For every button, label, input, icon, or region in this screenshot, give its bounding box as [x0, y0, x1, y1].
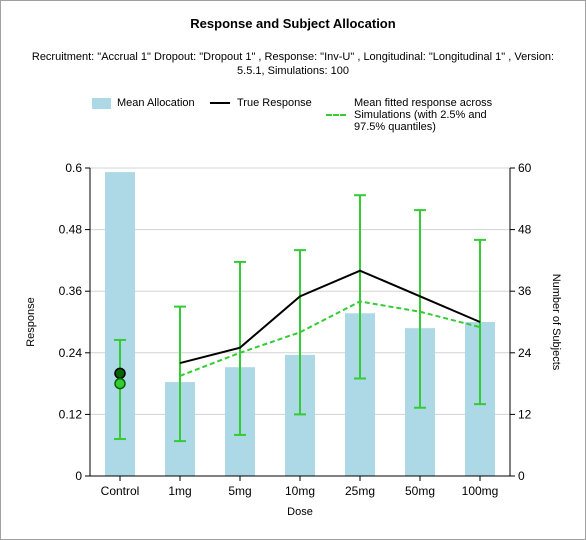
- y2-tick-label: 60: [518, 161, 532, 175]
- legend-fitted-label-line1: Mean fitted response across: [354, 97, 493, 109]
- x-tick-label: 25mg: [345, 484, 375, 498]
- legend-allocation-swatch: [92, 98, 111, 109]
- true-response-line: [179, 269, 481, 365]
- x-tick-label: Control: [101, 484, 140, 498]
- y-tick-label: 0.12: [59, 407, 83, 421]
- y2-axis-label: Number of Subjects: [550, 274, 562, 371]
- legend-fitted-swatch: [326, 114, 346, 116]
- x-tick-label: 100mg: [462, 484, 499, 498]
- x-tick-label: 50mg: [405, 484, 435, 498]
- x-axis-label: Dose: [287, 506, 313, 518]
- y2-tick-label: 48: [518, 223, 532, 237]
- chart-title: Response and Subject Allocation: [190, 16, 396, 31]
- y-axis-label: Response: [25, 297, 37, 347]
- y2-tick-label: 0: [518, 469, 525, 483]
- legend-true-response-swatch: [210, 102, 230, 104]
- legend-allocation-label: Mean Allocation: [117, 97, 195, 109]
- x-tick-label: 10mg: [285, 484, 315, 498]
- y-tick-label: 0: [75, 469, 82, 483]
- y2-tick-label: 12: [518, 407, 532, 421]
- legend-fitted-label-line2: Simulations (with 2.5% and: [354, 109, 487, 121]
- legend-fitted-label-line3: 97.5% quantiles): [354, 121, 436, 133]
- y2-tick-label: 36: [518, 284, 532, 298]
- y-tick-label: 0.36: [59, 284, 83, 298]
- y2-tick-label: 24: [518, 346, 532, 360]
- y-tick-label: 0.24: [59, 346, 83, 360]
- true-response-control-point: [114, 367, 126, 380]
- fitted-response-control-point: [114, 377, 126, 390]
- y-tick-label: 0.48: [59, 223, 83, 237]
- x-tick-label: 1mg: [168, 484, 191, 498]
- fitted-response-line: [179, 300, 481, 377]
- chart-subtitle: Recruitment: "Accrual 1" Dropout: "Dropo…: [31, 51, 555, 77]
- x-tick-label: 5mg: [228, 484, 251, 498]
- legend-true-response-label: True Response: [237, 97, 312, 109]
- y-tick-label: 0.6: [65, 161, 82, 175]
